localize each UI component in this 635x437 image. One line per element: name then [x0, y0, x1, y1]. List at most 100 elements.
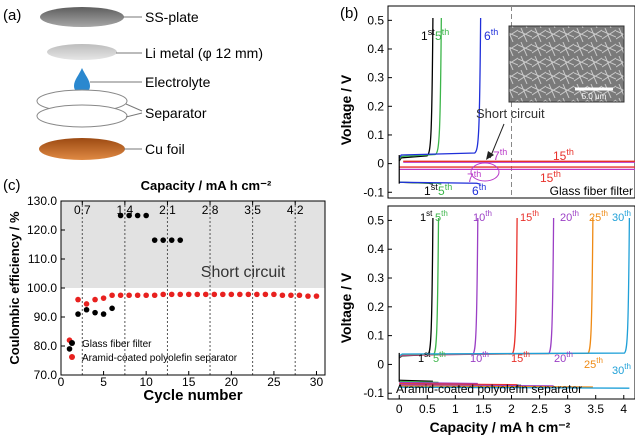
y-axis-ticks: 70.0 80.0 90.0 100.0 110.0 120.0 130.0 — [27, 194, 65, 382]
y-tick-label: 70.0 — [34, 368, 58, 382]
y-tick-label: 0.5 — [367, 13, 384, 27]
cycle-number: 7 — [493, 149, 500, 163]
capacity-tick-label: 0.7 — [74, 203, 91, 217]
cycle-suffix: th — [442, 27, 450, 37]
cycle-label: 15th — [520, 209, 539, 224]
cycle-label: 10th — [470, 350, 489, 365]
capacity-tick-label: 2.8 — [202, 203, 219, 217]
glass-fiber-label: Glass fiber filter — [550, 184, 633, 198]
x-axis-title: Capacity / mA h cm⁻² — [430, 419, 571, 435]
y-axis-title: Coulombic efficiency / % — [7, 211, 22, 365]
cycle-label: 30th — [612, 209, 631, 224]
point-aramid — [109, 292, 115, 299]
point-aramid — [143, 292, 149, 299]
cycle-suffix: st — [428, 27, 436, 37]
point-aramid — [168, 291, 175, 298]
point-aramid — [134, 292, 141, 299]
legend-label-aramid: Aramid-coated polyolefin separator — [82, 353, 238, 364]
y-tick-label: 0.3 — [367, 71, 384, 85]
y-tick-label: 0 — [377, 157, 384, 171]
y-tick-label: 100.0 — [27, 281, 57, 295]
cycle-suffix: th — [601, 209, 608, 218]
y-tick-label: 90.0 — [34, 310, 58, 324]
x-axis-title: Cycle number — [143, 387, 242, 404]
x-tick-label: 0 — [58, 375, 65, 389]
leader-line — [125, 103, 143, 112]
cycle-label: 7th — [467, 169, 481, 185]
short-circuit-ellipse — [470, 162, 500, 182]
cycle-number: 15 — [553, 149, 567, 163]
cycle-suffix: th — [485, 209, 492, 218]
capacity-tick-label: 3.5 — [244, 203, 261, 217]
point-aramid — [288, 292, 294, 299]
cycle-suffix: th — [479, 182, 487, 192]
cycle-label: 7th — [493, 147, 507, 163]
legend-marker-glass — [69, 340, 75, 346]
cycle-suffix: st — [424, 350, 431, 359]
cycle-label: 25th — [589, 209, 608, 224]
point-glass-fiber — [117, 212, 124, 219]
li-metal-disc — [47, 44, 117, 60]
li-metal-label: Li metal (φ 12 mm) — [145, 45, 263, 61]
x-tick-label: 4 — [620, 402, 627, 416]
ss-plate-disc — [40, 7, 124, 27]
y-axis-ticks: -0.1 0 0.1 0.2 0.3 0.4 0.5 — [363, 213, 392, 400]
cycle-label: 30th — [612, 362, 631, 377]
cycle-suffix: th — [624, 362, 631, 371]
cycle-number: 25 — [589, 212, 601, 224]
y-tick-label: 110.0 — [28, 252, 57, 266]
point-aramid — [194, 291, 201, 298]
cycle-suffix: th — [445, 182, 453, 192]
cycle-suffix: th — [500, 147, 508, 157]
annotation-arrow — [489, 123, 505, 159]
x-tick-label: 20 — [225, 375, 239, 389]
panel-c: (c) Capacity / mA h cm⁻² Short circuit 0… — [3, 177, 326, 404]
capacity-tick-label: 4.2 — [287, 203, 304, 217]
cycle-label: 1st — [424, 182, 438, 198]
aramid-label: Aramid-coated polyolefin separator — [396, 382, 582, 396]
ce-points — [66, 212, 320, 352]
x-tick-label: 0.5 — [419, 402, 436, 416]
y-tick-label: 0.4 — [367, 242, 384, 256]
y-tick-label: -0.1 — [363, 386, 384, 400]
point-glass-fiber — [66, 346, 73, 352]
cycle-label: 5th — [435, 209, 448, 224]
cycle-suffix: th — [482, 350, 489, 359]
cycle-number: 1 — [418, 353, 424, 365]
ss-plate-label: SS-plate — [145, 9, 199, 25]
point-aramid — [126, 292, 132, 299]
point-aramid — [220, 291, 226, 298]
cycle-number: 25 — [584, 359, 596, 371]
separator-disc — [36, 104, 128, 128]
y-tick-label: 0.3 — [367, 271, 384, 285]
cycle-suffix: th — [441, 209, 448, 218]
cycle-number: 1 — [421, 29, 428, 43]
x-tick-label: 2 — [508, 402, 515, 416]
cycle-number: 20 — [560, 212, 572, 224]
y-tick-label: 0.4 — [367, 42, 384, 56]
capacity-axis-title: Capacity / mA h cm⁻² — [141, 178, 272, 193]
cycle-number: 30 — [612, 365, 624, 377]
point-aramid — [151, 292, 158, 299]
point-aramid — [254, 291, 260, 298]
point-aramid — [160, 291, 166, 298]
y-tick-label: 0.1 — [367, 329, 384, 343]
cycle-number: 5 — [433, 353, 439, 365]
cycle-suffix: th — [474, 169, 482, 179]
scale-bar-label: 5.0 μm — [582, 92, 607, 101]
x-tick-label: 5 — [100, 375, 107, 389]
point-glass-fiber — [109, 305, 115, 312]
sem-image — [508, 25, 625, 103]
point-aramid — [228, 291, 235, 298]
cycle-label: 25th — [584, 356, 603, 371]
cycle-suffix: th — [624, 209, 631, 218]
voltage-curve — [399, 160, 635, 168]
point-glass-fiber — [83, 306, 90, 313]
cycle-label: 15th — [540, 169, 561, 185]
x-tick-label: 2.5 — [531, 402, 548, 416]
panel-a: (a) SS-plate Li metal (φ 12 mm) Electrol… — [3, 7, 263, 160]
cycle-suffix: th — [566, 350, 573, 359]
point-glass-fiber — [126, 212, 132, 219]
cycle-suffix: th — [572, 209, 579, 218]
